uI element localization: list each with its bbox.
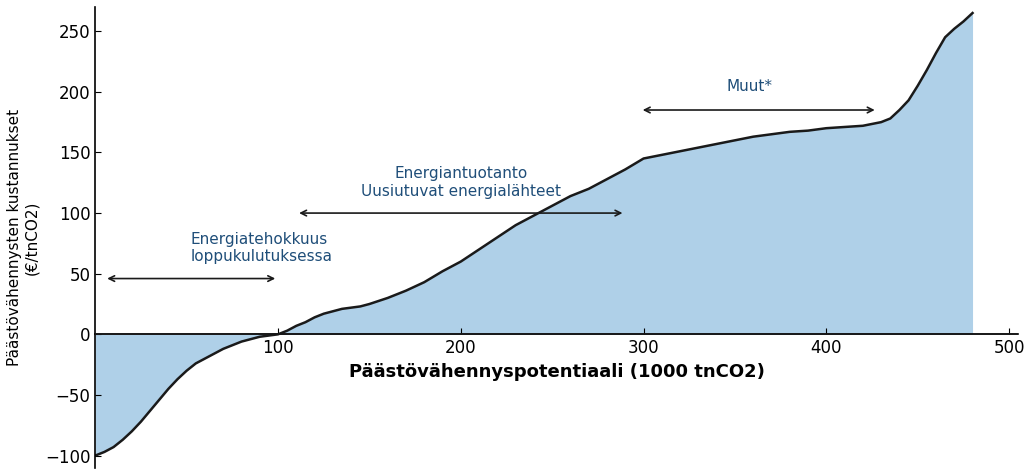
- Y-axis label: Päästövähennysten kustannukset
(€/tnCO2): Päästövähennysten kustannukset (€/tnCO2): [7, 109, 39, 366]
- Text: Muut*: Muut*: [726, 79, 773, 94]
- Text: Energiantuotanto
Uusiutuvat energialähteet: Energiantuotanto Uusiutuvat energialähte…: [361, 166, 561, 198]
- X-axis label: Päästövähennyspotentiaali (1000 tnCO2): Päästövähennyspotentiaali (1000 tnCO2): [349, 363, 764, 381]
- Text: Energiatehokkuus
loppukulutuksessa: Energiatehokkuus loppukulutuksessa: [190, 232, 333, 264]
